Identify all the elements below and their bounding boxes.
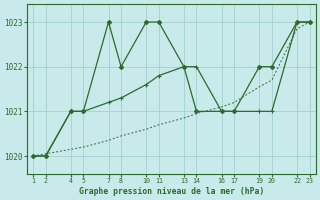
X-axis label: Graphe pression niveau de la mer (hPa): Graphe pression niveau de la mer (hPa)	[79, 187, 264, 196]
